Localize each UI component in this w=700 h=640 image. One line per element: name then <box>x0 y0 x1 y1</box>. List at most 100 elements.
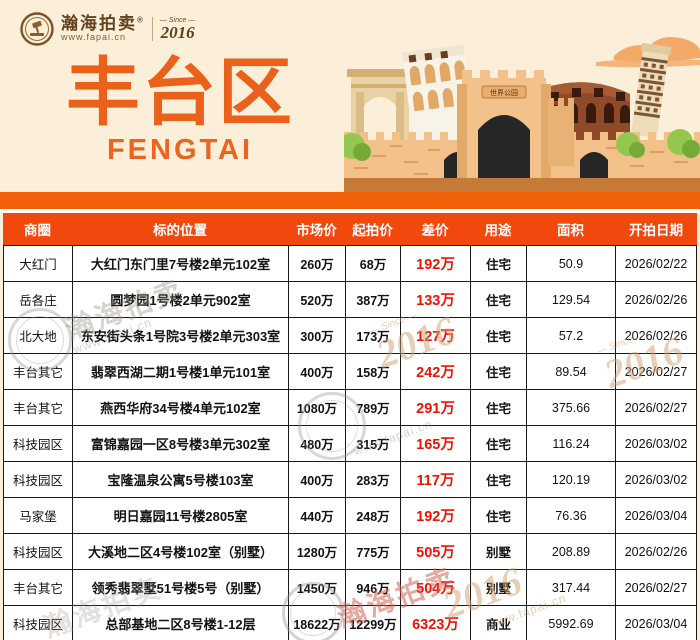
cell-location: 明日嘉园11号楼2805室 <box>73 498 289 533</box>
cell-usage: 住宅 <box>471 354 527 389</box>
cell-district: 丰台其它 <box>4 390 73 425</box>
cell-market-price: 18622万 <box>289 606 346 640</box>
cell-start-date: 2026/02/26 <box>624 544 688 559</box>
cell-location: 宝隆温泉公寓5号楼103室 <box>73 462 289 497</box>
cell-area: 76.36 <box>527 498 616 533</box>
cell-location: 圆梦园1号楼2单元902室 <box>73 282 289 317</box>
cell-price-diff: 165万 <box>401 426 471 461</box>
table-row: 马家堡 明日嘉园11号楼2805室 440万 248万 192万 住宅 76.36 2026/… <box>4 497 696 533</box>
hanhai-emblem-icon <box>20 12 54 46</box>
cell-start-date: 2026/02/26 <box>624 328 688 343</box>
cell-market-price: 1280万 <box>289 534 346 569</box>
cell-start-price: 173万 <box>346 318 401 353</box>
cell-usage: 住宅 <box>471 462 527 497</box>
logo-divider <box>151 17 153 41</box>
cell-price-diff: 133万 <box>401 282 471 317</box>
cell-price-diff: 192万 <box>401 246 471 281</box>
orange-ground-bar <box>0 192 700 209</box>
cell-usage: 别墅 <box>471 570 527 605</box>
cell-usage: 住宅 <box>471 498 527 533</box>
cell-price-diff: 6323万 <box>401 606 471 640</box>
cell-usage: 住宅 <box>471 282 527 317</box>
cell-district: 科技园区 <box>4 462 73 497</box>
cell-location: 燕西华府34号楼4单元102室 <box>73 390 289 425</box>
district-title-en: FENGTAI <box>106 134 254 166</box>
cell-area: 5992.69 <box>527 606 616 640</box>
white-gap <box>0 209 700 213</box>
cell-start-date: 2026/03/02 <box>624 436 688 451</box>
table-row: 丰台其它 翡翠西湖二期1号楼1单元101室 400万 158万 242万 住宅 89.54 2… <box>4 353 696 389</box>
cell-area: 57.2 <box>527 318 616 353</box>
cell-district: 科技园区 <box>4 606 73 640</box>
cell-area: 116.24 <box>527 426 616 461</box>
cell-start-date: 2026/02/27 <box>624 364 688 379</box>
cell-market-price: 1450万 <box>289 570 346 605</box>
cell-district: 岳各庄 <box>4 282 73 317</box>
header-usage: 用途 <box>484 223 512 238</box>
brand-name: 瀚海拍卖® <box>61 13 145 33</box>
brand-logo: 瀚海拍卖® www.fapai.cn — Since — 2016 <box>20 12 195 46</box>
cell-start-price: 775万 <box>346 534 401 569</box>
table-header: 商圈 标的位置 市场价 起拍价 差价 用途 面积 开拍日期 <box>3 213 697 245</box>
cell-start-date: 2026/03/04 <box>624 508 688 523</box>
cell-area: 120.19 <box>527 462 616 497</box>
cell-start-price: 248万 <box>346 498 401 533</box>
cell-district: 科技园区 <box>4 534 73 569</box>
cell-usage: 商业 <box>471 606 527 640</box>
cell-start-price: 283万 <box>346 462 401 497</box>
cell-usage: 住宅 <box>471 318 527 353</box>
table-row: 丰台其它 燕西华府34号楼4单元102室 1080万 789万 291万 住宅 375.66… <box>4 389 696 425</box>
cell-start-price: 387万 <box>346 282 401 317</box>
cell-start-date: 2026/02/27 <box>624 400 688 415</box>
cell-location: 富锦嘉园一区8号楼3单元302室 <box>73 426 289 461</box>
cell-price-diff: 291万 <box>401 390 471 425</box>
cell-start-date: 2026/03/04 <box>624 616 688 631</box>
cell-usage: 住宅 <box>471 390 527 425</box>
district-title: 丰台区 <box>66 51 294 134</box>
cell-market-price: 520万 <box>289 282 346 317</box>
cell-start-price: 946万 <box>346 570 401 605</box>
cell-market-price: 400万 <box>289 354 346 389</box>
cell-district: 马家堡 <box>4 498 73 533</box>
cell-price-diff: 504万 <box>401 570 471 605</box>
table-row: 科技园区 总部基地二区8号楼1-12层 18622万 12299万 6323万 商业 599… <box>4 605 696 640</box>
cell-market-price: 400万 <box>289 462 346 497</box>
header-start-price: 起拍价 <box>352 223 393 238</box>
cell-location: 东安街头条1号院3号楼2单元303室 <box>73 318 289 353</box>
header-start-date: 开拍日期 <box>629 223 683 238</box>
cell-market-price: 1080万 <box>289 390 346 425</box>
cell-start-date: 2026/02/26 <box>624 292 688 307</box>
cell-district: 丰台其它 <box>4 354 73 389</box>
cell-price-diff: 242万 <box>401 354 471 389</box>
cell-district: 科技园区 <box>4 426 73 461</box>
cell-location: 翡翠西湖二期1号楼1单元101室 <box>73 354 289 389</box>
world-park-illustration: 世界公园 <box>344 37 700 192</box>
cell-area: 208.89 <box>527 534 616 569</box>
cell-usage: 别墅 <box>471 534 527 569</box>
cell-start-price: 789万 <box>346 390 401 425</box>
table-row: 科技园区 宝隆温泉公寓5号楼103室 400万 283万 117万 住宅 120.19 202… <box>4 461 696 497</box>
cell-price-diff: 192万 <box>401 498 471 533</box>
table-row: 丰台其它 领秀翡翠墅51号楼5号（别墅） 1450万 946万 504万 别墅 317.44… <box>4 569 696 605</box>
cell-location: 大红门东门里7号楼2单元102室 <box>73 246 289 281</box>
cell-area: 89.54 <box>527 354 616 389</box>
cell-market-price: 480万 <box>289 426 346 461</box>
cell-location: 大溪地二区4号楼102室（别墅） <box>73 534 289 569</box>
header-district: 商圈 <box>24 223 51 238</box>
auction-table: 商圈 标的位置 市场价 起拍价 差价 用途 面积 开拍日期 大红门 大红门东门里7号楼2单元10… <box>3 213 697 640</box>
cell-market-price: 260万 <box>289 246 346 281</box>
cell-price-diff: 117万 <box>401 462 471 497</box>
cell-start-price: 158万 <box>346 354 401 389</box>
cell-usage: 住宅 <box>471 426 527 461</box>
cell-location: 总部基地二区8号楼1-12层 <box>73 606 289 640</box>
cell-price-diff: 127万 <box>401 318 471 353</box>
cell-price-diff: 505万 <box>401 534 471 569</box>
cell-market-price: 300万 <box>289 318 346 353</box>
cell-start-price: 12299万 <box>346 606 401 640</box>
header-area: 面积 <box>557 223 584 238</box>
brand-url: www.fapai.cn <box>61 32 127 43</box>
cell-market-price: 440万 <box>289 498 346 533</box>
cell-start-date: 2026/03/02 <box>624 472 688 487</box>
cell-start-date: 2026/02/27 <box>624 580 688 595</box>
